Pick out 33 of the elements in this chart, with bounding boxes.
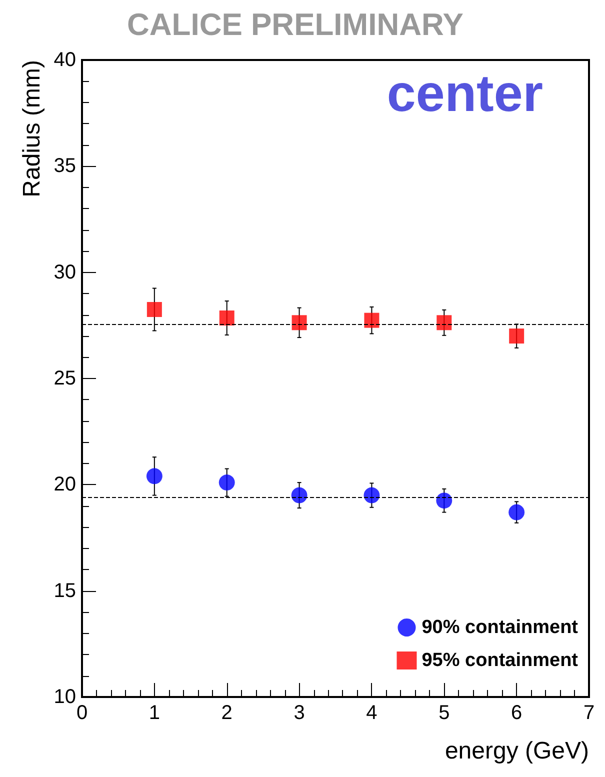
point: [146, 302, 162, 317]
y-tick-label: 25: [54, 368, 76, 390]
y-axis-title: Radius (mm): [18, 60, 46, 198]
point: [364, 487, 380, 504]
x-axis-title: energy (GeV): [444, 738, 589, 764]
point: [219, 310, 234, 326]
y-tick-label: 20: [54, 474, 76, 496]
annotation: center: [386, 65, 543, 123]
point: [364, 312, 380, 328]
point: [509, 328, 524, 344]
y-tick-label: 40: [54, 49, 76, 71]
x-tick-label: 2: [221, 702, 232, 724]
y-tick-label: 30: [54, 261, 76, 284]
point: [292, 315, 307, 330]
x-tick-label: 6: [511, 702, 522, 724]
x-tick-label: 3: [294, 702, 305, 724]
point: [291, 487, 308, 504]
y-tick-label: 35: [54, 155, 76, 178]
x-tick-label: 7: [583, 702, 595, 724]
legend-label: 95% containment: [422, 650, 579, 671]
x-tick-label: 5: [438, 702, 450, 724]
point: [508, 504, 525, 520]
point: [436, 492, 452, 509]
chart-title: CALICE PRELIMINARY: [127, 7, 464, 42]
x-tick-label: 1: [148, 702, 160, 724]
legend-label: 90% containment: [422, 617, 579, 638]
point: [436, 315, 452, 330]
y-tick-label: 10: [54, 686, 76, 708]
x-tick-label: 0: [76, 702, 88, 724]
x-tick-label: 4: [366, 702, 378, 724]
y-tick-label: 15: [54, 580, 76, 602]
point: [218, 474, 235, 491]
point: [146, 468, 162, 484]
